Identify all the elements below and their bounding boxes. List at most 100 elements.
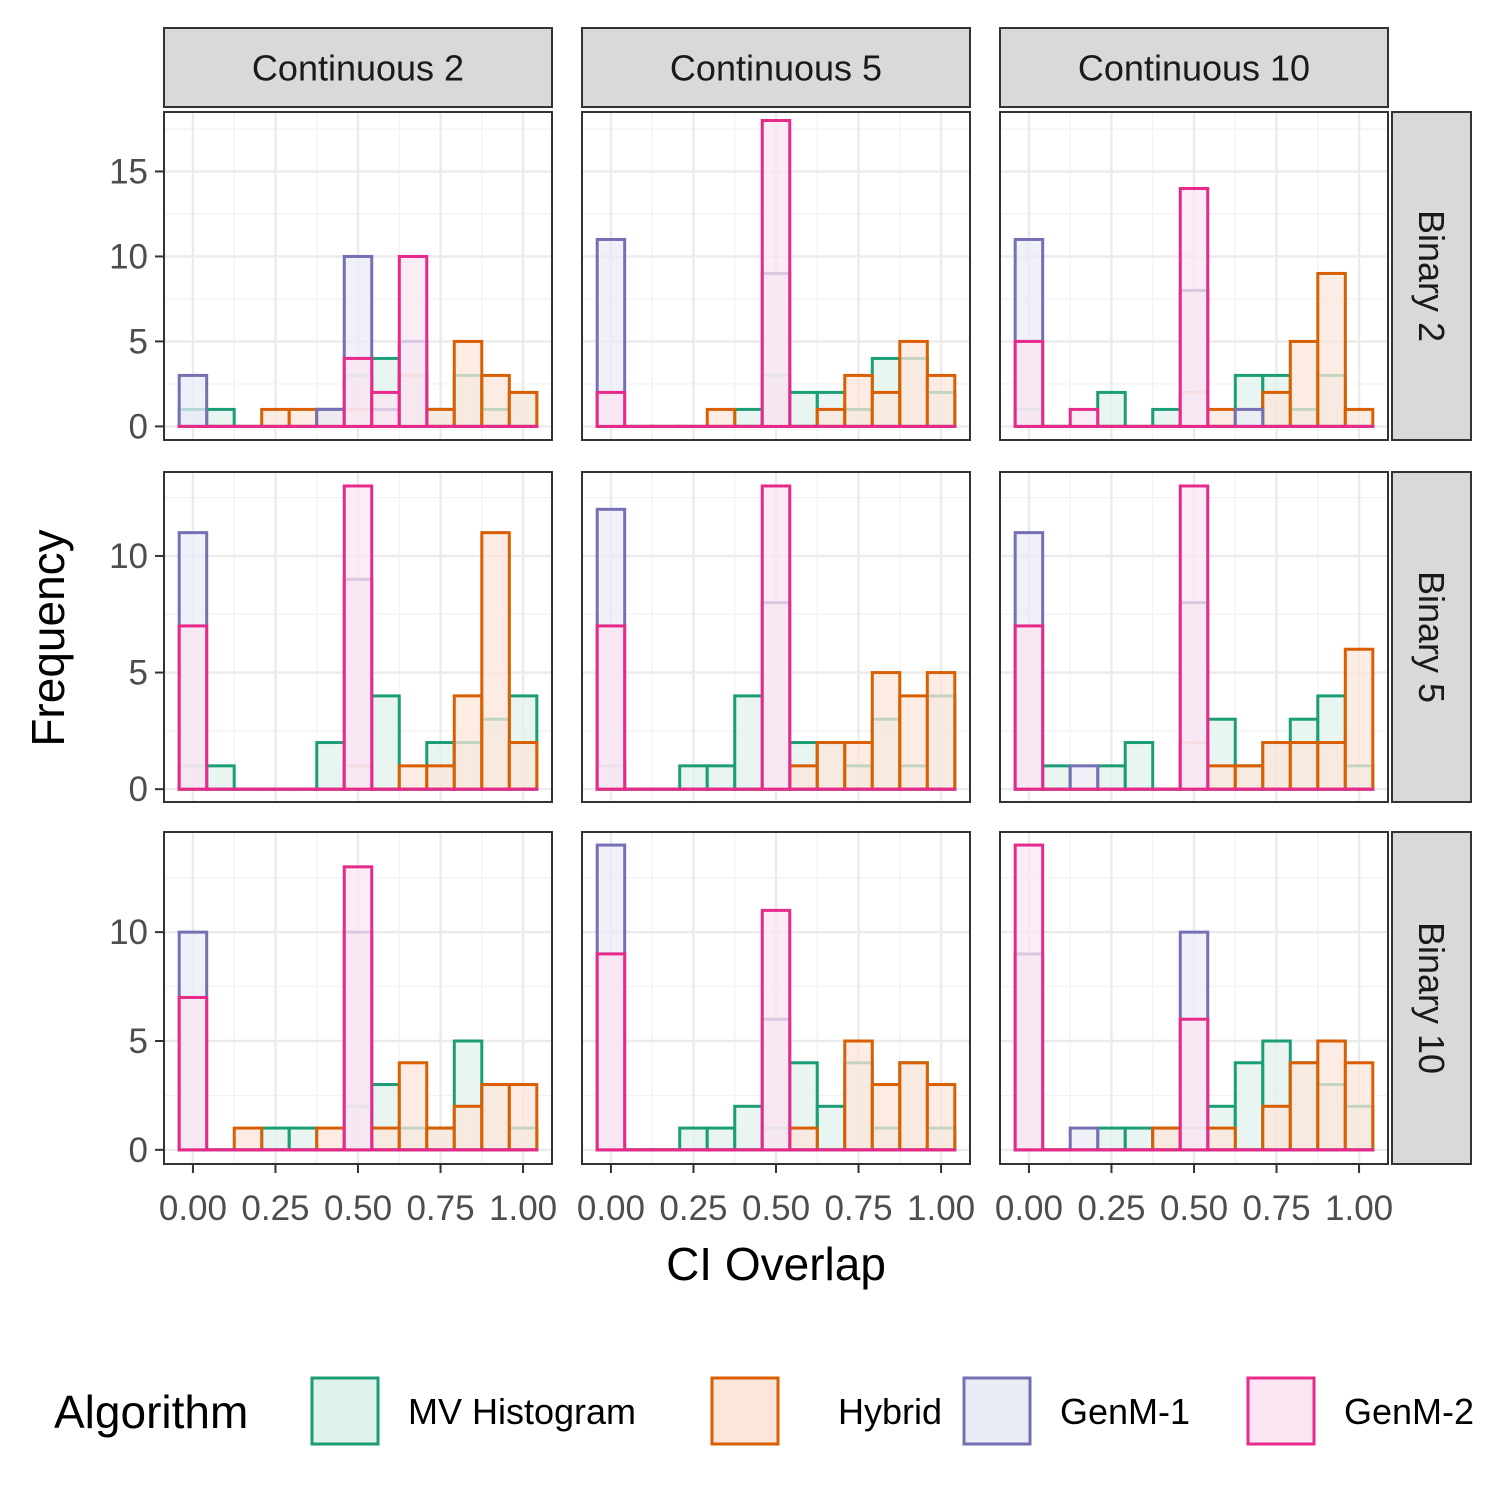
strip-label: Binary 10 [1411,922,1452,1074]
histogram-bar [1345,649,1372,789]
histogram-bar [1263,392,1290,426]
x-tick-label: 0.00 [995,1189,1063,1228]
x-tick-label: 0.25 [659,1189,727,1228]
strip-continuous-2: Continuous 2 [164,28,552,107]
strip-binary-10: Binary 10 [1392,832,1471,1164]
histogram-bar [1345,409,1372,426]
histogram-bar [872,1085,899,1150]
histogram-bar [1098,392,1125,426]
histogram-bar [427,766,454,789]
histogram-bar [1180,486,1207,789]
y-tick-label: 10 [109,537,148,576]
x-tick-label: 1.00 [489,1189,557,1228]
histogram-bar [1070,766,1097,789]
panel-continuous-5-binary-5 [582,472,970,802]
histogram-bar [790,766,817,789]
histogram-bar [1290,341,1317,426]
y-axis-title: Frequency [22,529,74,746]
histogram-bar [680,766,707,789]
histogram-bar [927,1085,954,1150]
y-tick-label: 0 [129,407,148,446]
histogram-bar [289,1128,316,1150]
legend-item-genm-2: GenM-2 [1248,1378,1474,1444]
histogram-bar [262,1128,289,1150]
histogram-bar [680,1128,707,1150]
panel-continuous-5-binary-10: 0.00 0.25 0.50 0.75 1.00 [577,832,975,1228]
histogram-bar [454,1106,481,1150]
histogram-bar [179,626,206,789]
x-tick-label: 0.25 [1077,1189,1145,1228]
histogram-bar [399,766,426,789]
histogram-bar [1015,626,1042,789]
panel-continuous-10-binary-5 [1000,472,1388,802]
histogram-bar [790,392,817,426]
histogram-bar [1235,766,1262,789]
legend-label: Hybrid [838,1391,942,1432]
histogram-bar [399,1063,426,1150]
histogram-bar [790,1128,817,1150]
histogram-bar [817,743,844,790]
strip-label: Binary 5 [1411,571,1452,703]
histogram-bar [344,358,371,426]
histogram-bar [707,1128,734,1150]
legend-item-mv-histogram: MV Histogram [312,1378,636,1444]
strip-label: Binary 2 [1411,210,1452,342]
x-tick-label: 0.75 [1242,1189,1310,1228]
legend-key-swatch [1248,1378,1314,1444]
histogram-bar [735,1106,762,1150]
legend-item-genm-1: GenM-1 [964,1378,1190,1444]
histogram-bar [1125,743,1152,790]
histogram-bar [1070,409,1097,426]
strip-binary-2: Binary 2 [1392,112,1471,440]
histogram-bar [1318,273,1345,426]
histogram-bar [1208,409,1235,426]
histogram-bar [845,1041,872,1150]
histogram-bar [1263,743,1290,790]
x-tick-label: 0.50 [1160,1189,1228,1228]
histogram-bar [372,392,399,426]
x-tick-label: 0.50 [324,1189,392,1228]
y-tick-label: 10 [109,237,148,276]
histogram-bar [1180,1019,1207,1150]
histogram-bar [1318,1041,1345,1150]
histogram-bar [1235,409,1262,426]
histogram-bar [1290,743,1317,790]
x-tick-label: 0.75 [406,1189,474,1228]
histogram-bar [262,409,289,426]
legend-label: GenM-2 [1344,1391,1474,1432]
y-tick-label: 0 [129,770,148,809]
histogram-bar [509,392,536,426]
strip-label: Continuous 5 [670,48,882,89]
histogram-bar [872,673,899,790]
histogram-bar [1208,1128,1235,1150]
histogram-bar [900,1063,927,1150]
histogram-bar [872,392,899,426]
legend-key-swatch [964,1378,1030,1444]
strip-continuous-5: Continuous 5 [582,28,970,107]
histogram-bar [597,392,624,426]
histogram-bar [399,256,426,426]
histogram-bar [1098,766,1125,789]
x-tick-label: 0.50 [742,1189,810,1228]
histogram-bar [762,120,789,426]
x-tick-label: 0.75 [824,1189,892,1228]
y-tick-label: 5 [129,654,148,693]
histogram-bar [372,1128,399,1150]
y-tick-label: 5 [129,1022,148,1061]
histogram-bar [179,997,206,1149]
x-tick-label: 1.00 [907,1189,975,1228]
histogram-bar [427,1128,454,1150]
histogram-bar [762,910,789,1149]
histogram-bar [900,341,927,426]
histogram-bar [509,743,536,790]
x-tick-label: 0.00 [577,1189,645,1228]
legend-label: MV Histogram [408,1391,636,1432]
histogram-bar [597,954,624,1150]
histogram-bar [735,409,762,426]
panel-continuous-2-binary-5: 0 5 10 [109,472,552,809]
